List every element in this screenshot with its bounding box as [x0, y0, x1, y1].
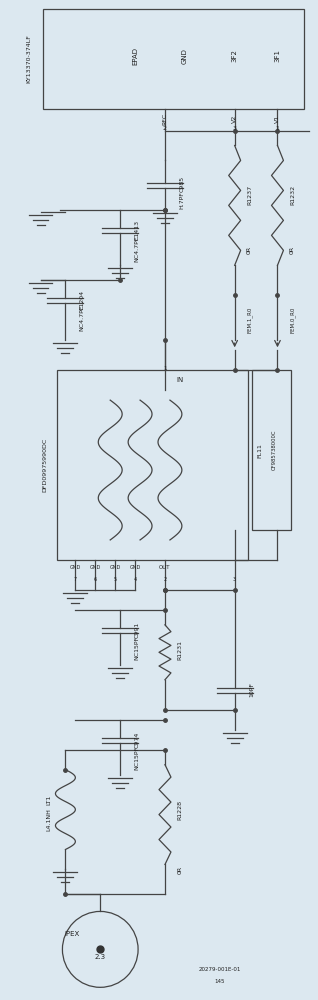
Text: NC15PF: NC15PF — [135, 636, 140, 660]
Text: H.7PF: H.7PF — [179, 191, 184, 209]
Text: 0R: 0R — [177, 865, 183, 874]
Text: FEM.1_R0: FEM.1_R0 — [247, 307, 252, 333]
Text: GND: GND — [70, 565, 81, 570]
Text: DFD09975990DC: DFD09975990DC — [42, 438, 47, 492]
Text: 3: 3 — [233, 577, 236, 582]
Text: 145: 145 — [214, 979, 225, 984]
Text: C991: C991 — [135, 622, 140, 638]
Text: 3F2: 3F2 — [232, 49, 238, 62]
Text: 1: 1 — [275, 126, 280, 131]
Bar — [252, 370, 291, 530]
Text: 1: 1 — [163, 366, 167, 371]
Text: NC4.7PF: NC4.7PF — [135, 235, 140, 262]
Text: KY13370-374LF: KY13370-374LF — [26, 34, 31, 83]
Text: 20279-001E-01: 20279-001E-01 — [198, 967, 241, 972]
Text: NC15PF: NC15PF — [135, 746, 140, 770]
Text: FL11: FL11 — [257, 443, 262, 458]
Text: IPEX: IPEX — [65, 931, 80, 937]
Text: C985: C985 — [179, 175, 184, 192]
Bar — [58, 370, 248, 560]
Text: GND: GND — [110, 565, 121, 570]
Text: 3F1: 3F1 — [274, 49, 280, 62]
Text: V1: V1 — [275, 114, 280, 123]
Text: 3: 3 — [233, 126, 237, 131]
Text: GND: GND — [129, 565, 141, 570]
Text: 2: 2 — [163, 577, 167, 582]
Text: FEM.0_R0: FEM.0_R0 — [290, 307, 295, 333]
Text: R1237: R1237 — [247, 185, 252, 205]
Text: R1232: R1232 — [290, 185, 295, 205]
Text: 10PF: 10PF — [249, 682, 254, 697]
Text: NC4.7PF: NC4.7PF — [80, 305, 85, 331]
Text: GND: GND — [182, 48, 188, 64]
Text: 2: 2 — [163, 126, 167, 131]
Text: CF985738000C: CF985738000C — [272, 430, 277, 470]
Text: IN: IN — [176, 377, 183, 383]
Text: C1413: C1413 — [135, 220, 140, 240]
Text: LT1: LT1 — [46, 794, 51, 805]
Text: EPAD: EPAD — [132, 47, 138, 65]
Text: L4.1NH: L4.1NH — [46, 808, 51, 831]
Text: 2.3: 2.3 — [95, 954, 106, 960]
Text: OUT: OUT — [159, 565, 171, 570]
Text: C1204: C1204 — [80, 290, 85, 310]
Text: 6: 6 — [94, 577, 97, 582]
Text: 4: 4 — [134, 577, 137, 582]
Text: 0R: 0R — [290, 246, 295, 254]
Text: 0R: 0R — [247, 246, 252, 254]
Text: C974: C974 — [135, 731, 140, 748]
Text: 7: 7 — [74, 577, 77, 582]
Bar — [43, 9, 304, 109]
Text: RFC: RFC — [162, 112, 168, 125]
Text: R1228: R1228 — [177, 800, 183, 820]
Text: V2: V2 — [232, 114, 237, 123]
Text: R1231: R1231 — [177, 640, 183, 660]
Text: 5: 5 — [114, 577, 117, 582]
Text: GND: GND — [90, 565, 101, 570]
